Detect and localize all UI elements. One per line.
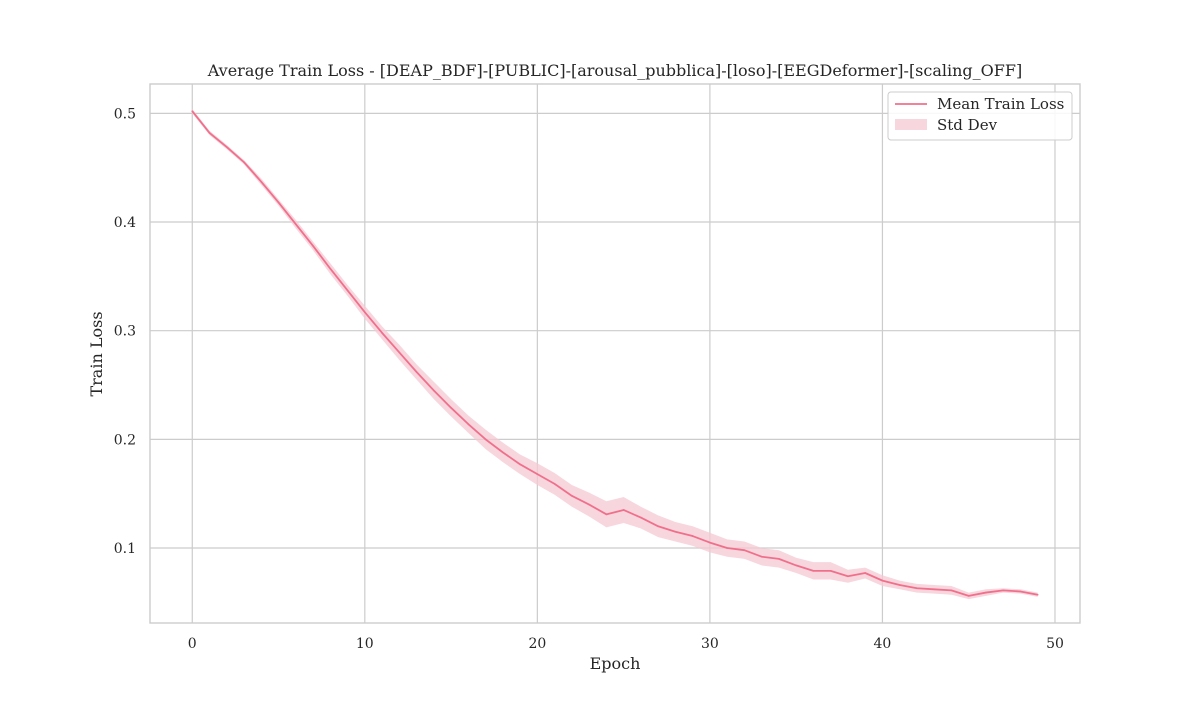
x-tick-label: 50 xyxy=(1046,636,1064,652)
x-tick-label: 20 xyxy=(528,636,546,652)
x-axis-label: Epoch xyxy=(590,654,641,673)
data-point xyxy=(778,558,780,560)
x-tick-label: 10 xyxy=(356,636,374,652)
data-point xyxy=(726,547,728,549)
data-point xyxy=(346,289,349,292)
data-point xyxy=(760,555,763,558)
data-point xyxy=(812,570,815,572)
data-point xyxy=(881,579,884,582)
data-point xyxy=(933,588,936,591)
data-point xyxy=(294,223,297,225)
data-point xyxy=(225,146,228,148)
data-point xyxy=(519,463,521,466)
chart-title: Average Train Loss - [DEAP_BDF]-[PUBLIC]… xyxy=(207,61,1022,80)
data-point xyxy=(898,584,901,586)
data-point xyxy=(622,509,625,511)
x-tick-labels: 0 10 20 30 40 50 xyxy=(188,636,1064,652)
data-point xyxy=(433,389,435,392)
data-point xyxy=(364,311,366,314)
data-point xyxy=(1036,593,1039,596)
data-point xyxy=(916,587,918,590)
data-point xyxy=(657,525,659,528)
data-point xyxy=(208,132,211,134)
legend-label-mean: Mean Train Loss xyxy=(937,95,1064,113)
data-point xyxy=(674,530,677,533)
data-point xyxy=(1019,590,1022,593)
data-point xyxy=(640,516,642,519)
data-point xyxy=(1002,589,1005,592)
data-point xyxy=(191,110,194,112)
data-point xyxy=(571,495,573,497)
y-tick-label: 0.4 xyxy=(114,215,136,231)
x-tick-label: 0 xyxy=(188,636,197,652)
data-point xyxy=(847,575,849,578)
data-point xyxy=(950,589,953,592)
x-tick-label: 30 xyxy=(701,636,719,652)
data-point xyxy=(312,245,314,247)
data-point xyxy=(415,371,418,373)
data-point xyxy=(605,513,608,516)
data-point xyxy=(381,332,383,334)
data-point xyxy=(260,181,263,183)
data-point xyxy=(329,267,332,270)
y-tick-label: 0.3 xyxy=(114,324,136,340)
y-tick-labels: 0.1 0.2 0.3 0.4 0.5 xyxy=(114,106,136,557)
data-point xyxy=(536,473,539,475)
x-tick-label: 40 xyxy=(874,636,892,652)
y-tick-label: 0.2 xyxy=(114,432,136,448)
data-point xyxy=(967,595,970,597)
data-point xyxy=(588,503,590,506)
data-point xyxy=(398,351,401,354)
data-point xyxy=(829,570,832,572)
legend-label-std: Std Dev xyxy=(937,116,998,134)
mean-train-loss-line xyxy=(191,110,1038,597)
data-point xyxy=(795,564,797,567)
legend-band-swatch xyxy=(895,119,927,130)
grid-lines xyxy=(150,84,1080,623)
data-point xyxy=(743,549,746,551)
y-axis-label: Train Loss xyxy=(87,311,106,396)
data-point xyxy=(450,407,452,409)
data-point xyxy=(691,535,694,537)
legend-box xyxy=(887,91,1073,141)
y-tick-label: 0.1 xyxy=(114,541,136,557)
legend: Mean Train Loss Std Dev xyxy=(887,91,1073,141)
data-point xyxy=(243,161,245,164)
data-point xyxy=(709,541,711,544)
plot-frame xyxy=(149,83,1081,624)
std-dev-band xyxy=(192,108,1038,600)
data-point xyxy=(985,591,987,594)
data-point xyxy=(484,438,487,441)
data-point xyxy=(864,572,866,574)
y-tick-label: 0.5 xyxy=(114,106,136,122)
data-point xyxy=(502,451,504,454)
data-point xyxy=(277,201,280,204)
mean-line-group xyxy=(191,110,1039,597)
data-point xyxy=(467,423,470,425)
plot-area-border xyxy=(149,83,1081,624)
data-point xyxy=(553,483,556,485)
std-dev-band-group xyxy=(192,108,1038,600)
